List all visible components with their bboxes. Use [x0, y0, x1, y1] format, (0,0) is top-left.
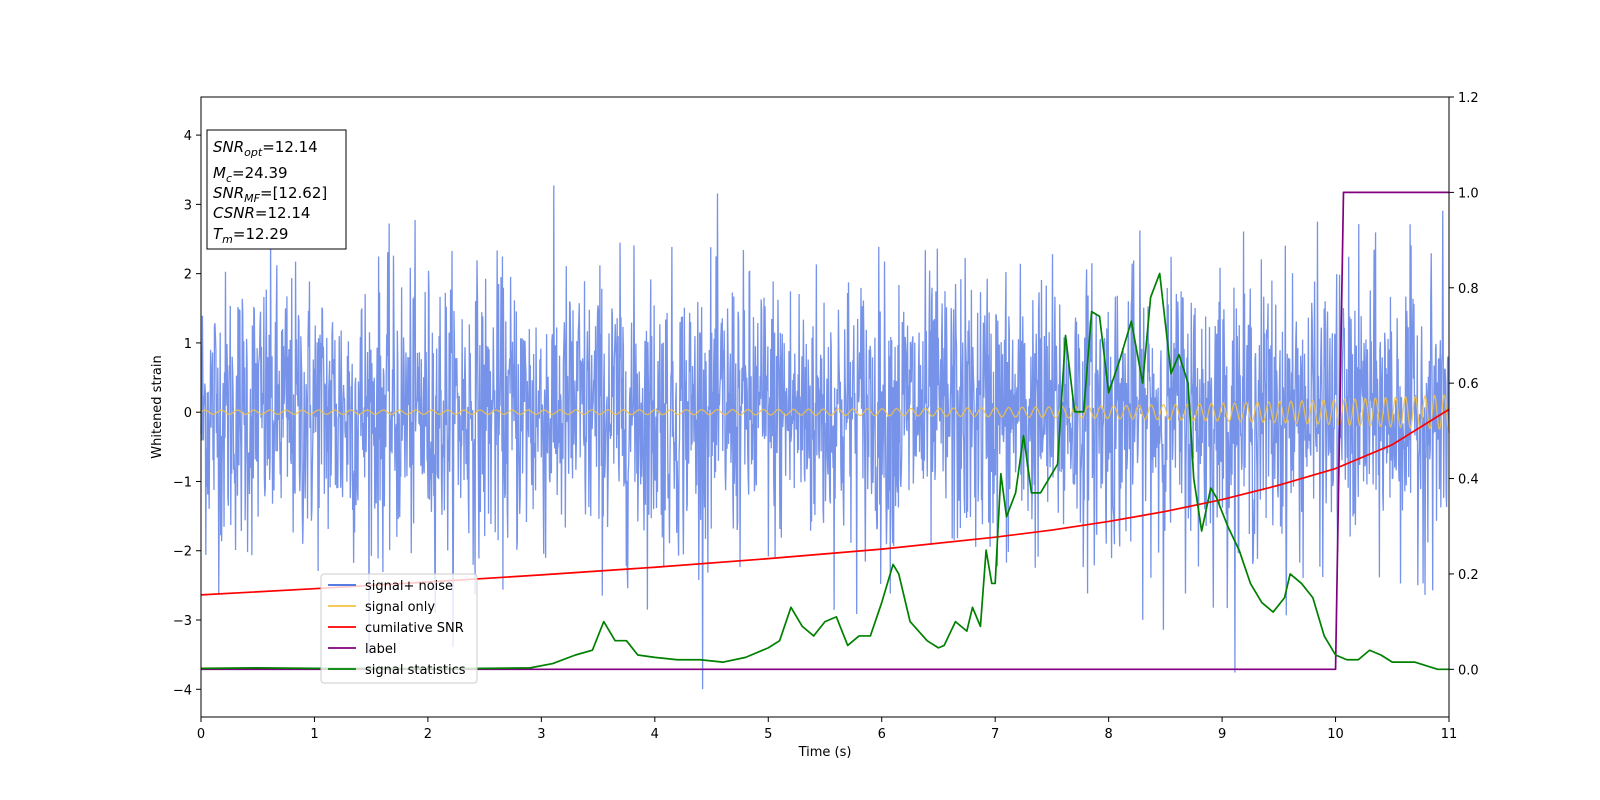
x-tick-label: 10: [1327, 727, 1344, 742]
series-cumulative-snr-line: [200, 408, 1450, 596]
x-tick-label: 8: [1104, 727, 1112, 742]
x-tick-label: 0: [197, 727, 205, 742]
info-box-symbol: T: [213, 225, 224, 243]
legend-frame: [320, 573, 478, 684]
y-left-tick-label: −4: [173, 683, 192, 698]
info-box-line: Tm=12.29: [213, 225, 288, 246]
info-box-line: Mc=24.39: [213, 164, 288, 185]
y-right-tick-label: 0.0: [1458, 663, 1479, 678]
y-right-tick-label: 0.8: [1458, 282, 1479, 297]
y-right-tick-label: 0.2: [1458, 568, 1479, 583]
legend-entry-label: signal only: [365, 600, 435, 615]
info-box-subscript: c: [226, 172, 232, 185]
info-box-value: =12.14: [262, 138, 318, 156]
y-left-tick-label: −1: [173, 475, 192, 490]
x-axis-label: Time (s): [798, 745, 852, 760]
y-right-tick-label: 0.6: [1458, 377, 1479, 392]
info-box: SNRopt=12.14Mc=24.39SNRMF=[12.62]CSNR=12…: [206, 129, 347, 250]
info-box-symbol: M: [213, 164, 226, 182]
info-box-frame: [206, 129, 347, 250]
x-axis: 0 1 2 3 4 5 6 7 8 9 10 11: [197, 717, 1457, 742]
series-signal-statistics-line: [200, 272, 1449, 671]
info-box-value: =12.14: [255, 204, 311, 222]
info-box-subscript: m: [222, 233, 233, 246]
x-tick-label: 11: [1441, 727, 1458, 742]
legend: signal+ noise signal only cumilative SNR la…: [320, 573, 478, 684]
info-box-line: SNRopt=12.14: [213, 138, 318, 159]
info-box-symbol: CSNR: [213, 204, 255, 222]
info-box-subscript: MF: [244, 192, 260, 205]
y-axis-left: −4 −3 −2 −1 0 1 2 3 4: [173, 129, 201, 698]
info-box-value: =12.29: [233, 225, 289, 243]
x-tick-label: 9: [1218, 727, 1226, 742]
info-box-line: SNRMF=[12.62]: [213, 184, 327, 205]
legend-entry-label: signal statistics: [365, 663, 466, 678]
series-signal-noise-line: [200, 185, 1450, 690]
y-left-tick-label: 4: [184, 129, 192, 144]
y-left-tick-label: 0: [184, 406, 192, 421]
x-tick-label: 3: [537, 727, 545, 742]
y-left-tick-label: 1: [184, 337, 192, 352]
y-right-tick-label: 1.2: [1458, 91, 1479, 106]
x-tick-label: 7: [991, 727, 999, 742]
x-tick-label: 2: [424, 727, 432, 742]
series-signal-only-line: [200, 394, 1450, 431]
x-tick-label: 1: [310, 727, 318, 742]
y-right-tick-label: 1.0: [1458, 186, 1479, 201]
info-box-line: CSNR=12.14: [213, 204, 310, 222]
legend-entry-label: signal+ noise: [365, 579, 453, 594]
x-tick-label: 4: [651, 727, 659, 742]
y-left-tick-label: −3: [173, 614, 192, 629]
info-box-subscript: opt: [244, 146, 263, 159]
info-box-symbol: SNR: [213, 138, 244, 156]
y-left-tick-label: 3: [184, 198, 192, 213]
series-layer: [200, 185, 1450, 690]
y-axis-right: 0.0 0.2 0.4 0.6 0.8 1.0 1.2: [1449, 91, 1479, 678]
legend-entry-label: label: [365, 642, 396, 657]
y-left-tick-label: 2: [184, 268, 192, 283]
legend-entry-label: cumilative SNR: [365, 621, 464, 636]
info-box-value: =24.39: [232, 164, 288, 182]
series-label-line: [201, 191, 1449, 671]
info-box-symbol: SNR: [213, 184, 244, 202]
x-tick-label: 5: [764, 727, 772, 742]
y-left-tick-label: −2: [173, 545, 192, 560]
plot-frame: [200, 96, 1450, 718]
y-axis-label: Whitened strain: [150, 355, 165, 458]
info-box-value: =[12.62]: [260, 184, 327, 202]
x-tick-label: 6: [878, 727, 886, 742]
y-right-tick-label: 0.4: [1458, 473, 1479, 488]
